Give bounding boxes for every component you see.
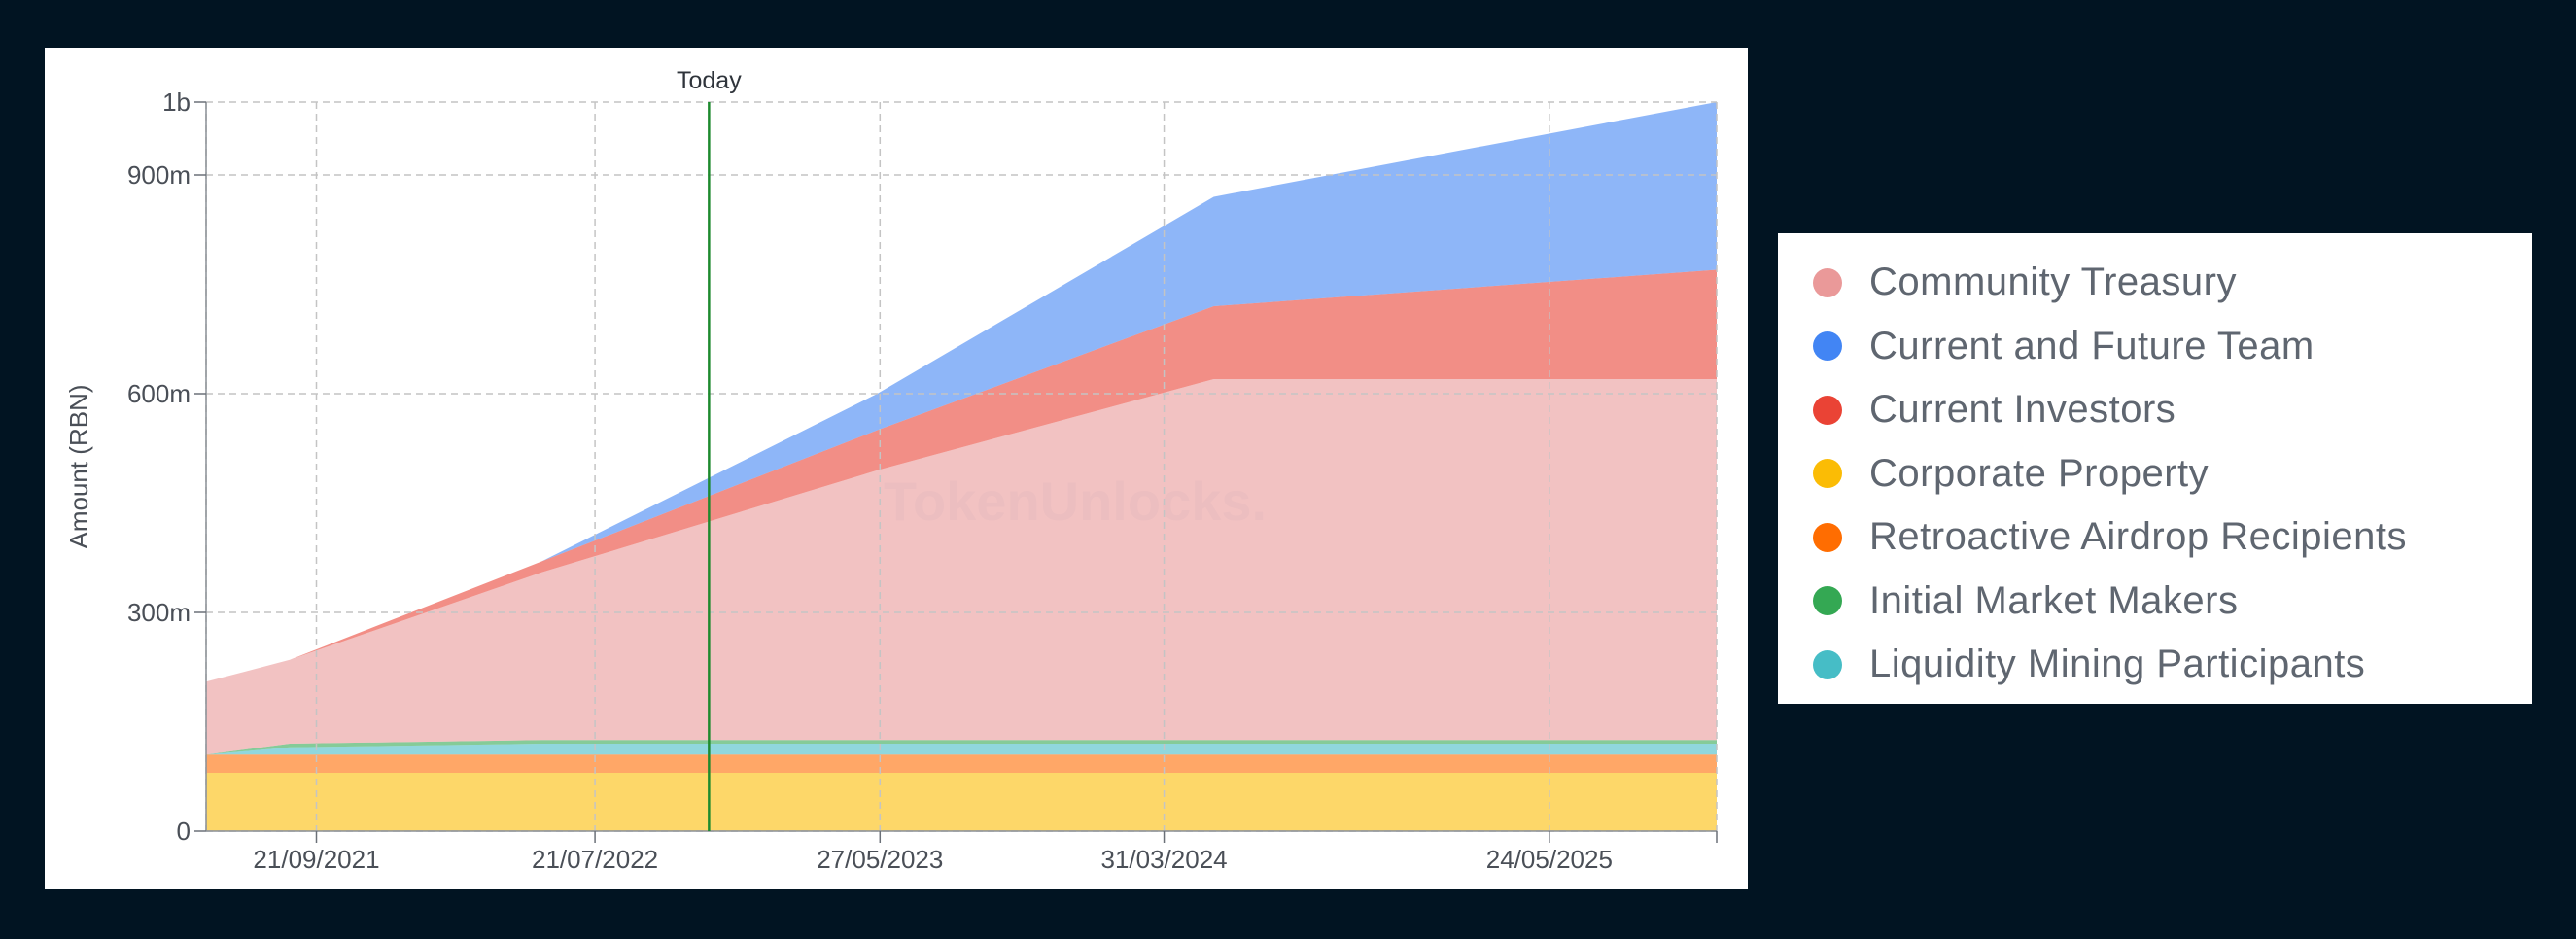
area-initial-market-makers (206, 740, 1717, 755)
x-tick-label: 21/09/2021 (253, 845, 379, 874)
legend-item[interactable]: Corporate Property (1813, 442, 2532, 506)
legend-label: Current Investors (1869, 388, 2176, 432)
area-community-treasury (206, 379, 1717, 755)
chart-panel: TokenUnlocks. 0 300m 600m 900m 1b 21/09/2021 21… (45, 48, 1748, 889)
legend-item[interactable]: Community Treasury (1813, 251, 2532, 315)
area-retroactive-airdrop-recipients (206, 754, 1717, 773)
legend-label: Corporate Property (1869, 451, 2210, 495)
area-current-and-future-team (206, 102, 1717, 682)
x-tick-label: 24/05/2025 (1486, 845, 1613, 874)
legend-label: Liquidity Mining Participants (1869, 643, 2366, 686)
today-marker-label: Today (677, 67, 742, 94)
y-axis-title: Amount (RBN) (64, 384, 93, 548)
legend-item[interactable]: Current and Future Team (1813, 315, 2532, 379)
legend-label: Community Treasury (1869, 261, 2237, 304)
y-tick-label: 300m (127, 598, 191, 627)
chart-legend: Community Treasury Current and Future Tea… (1778, 233, 2532, 704)
legend-item[interactable]: Initial Market Makers (1813, 570, 2532, 634)
legend-dot-icon (1813, 267, 1842, 297)
legend-dot-icon (1813, 459, 1842, 489)
area-liquidity-mining-participants (206, 744, 1717, 755)
watermark: TokenUnlocks. (884, 470, 1267, 532)
y-tick-label: 900m (127, 160, 191, 190)
y-tick-label: 1b (162, 87, 191, 117)
y-tick-label: 0 (177, 817, 191, 846)
legend-dot-icon (1813, 522, 1842, 552)
legend-dot-icon (1813, 331, 1842, 362)
x-tick-label: 27/05/2023 (817, 845, 943, 874)
legend-label: Current and Future Team (1869, 324, 2315, 367)
area-corporate-property (206, 773, 1717, 831)
legend-item[interactable]: Liquidity Mining Participants (1813, 633, 2532, 697)
legend-dot-icon (1813, 395, 1842, 425)
legend-dot-icon (1813, 649, 1842, 679)
legend-dot-icon (1813, 586, 1842, 616)
legend-item[interactable]: Current Investors (1813, 378, 2532, 442)
legend-label: Retroactive Airdrop Recipients (1869, 515, 2408, 559)
x-tick-label: 21/07/2022 (532, 845, 658, 874)
area-current-investors (206, 269, 1717, 682)
x-tick-label: 31/03/2024 (1100, 845, 1227, 874)
legend-item[interactable]: Retroactive Airdrop Recipients (1813, 505, 2532, 570)
y-tick-label: 600m (127, 379, 191, 408)
legend-label: Initial Market Makers (1869, 578, 2239, 622)
vesting-area-chart: TokenUnlocks. 0 300m 600m 900m 1b 21/09/2021 21… (64, 67, 1718, 874)
